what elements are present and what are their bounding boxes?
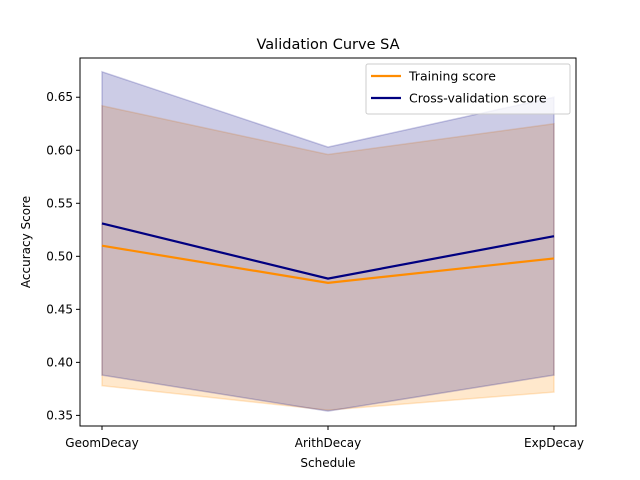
confidence-band-1 [101,70,555,412]
y-tick-label: 0.50 [46,249,73,263]
y-axis-label: Accuracy Score [19,196,33,288]
series-line-0 [101,244,555,284]
series-line-1 [101,222,555,280]
legend-label-0: Training score [408,69,496,84]
confidence-band-0 [101,104,555,411]
y-axis: 0.35 0.40 0.45 0.50 0.55 0.60 0.65 [46,90,80,422]
y-tick-label: 0.35 [46,408,73,422]
series-lines [101,222,555,284]
y-tick-label: 0.45 [46,302,73,316]
y-tick-label: 0.40 [46,355,73,369]
x-tick-label: ArithDecay [295,436,361,450]
y-tick-label: 0.55 [46,196,73,210]
y-tick-label: 0.65 [46,90,73,104]
legend: Training score Cross-validation score [365,63,571,115]
x-tick-label: GeomDecay [65,436,138,450]
legend-label-1: Cross-validation score [409,91,547,106]
x-axis: GeomDecay ArithDecay ExpDecay [65,426,584,450]
confidence-bands [101,70,555,412]
x-tick-label: ExpDecay [524,436,584,450]
legend-box [365,63,571,115]
y-tick-label: 0.60 [46,143,73,157]
chart-title: Validation Curve SA [257,37,400,53]
x-axis-label: Schedule [300,456,355,470]
